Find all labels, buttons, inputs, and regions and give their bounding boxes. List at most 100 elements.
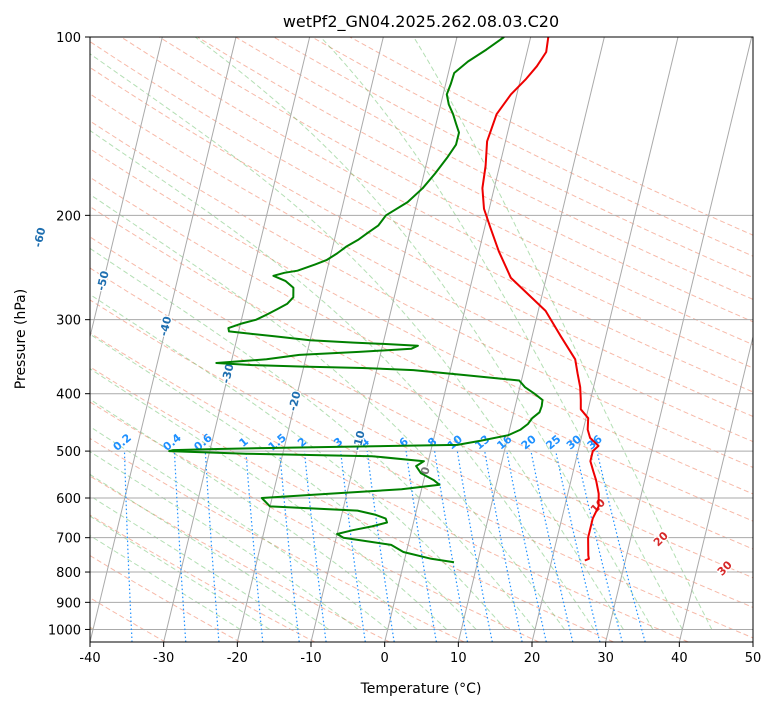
mixing-ratio-line <box>506 450 547 642</box>
mixing-ratio-line <box>204 451 220 642</box>
isotherm-line <box>752 639 753 642</box>
moist-adiabat-line <box>413 37 713 630</box>
isotherm-label: -30 <box>219 362 236 385</box>
isotherm-label: -20 <box>286 390 303 413</box>
dry-adiabat-line <box>120 37 753 369</box>
moist-adiabat-line <box>90 333 477 630</box>
mixing-ratio-line <box>245 451 264 642</box>
dry-adiabat-line <box>158 37 753 346</box>
dry-adiabat-line <box>90 437 465 642</box>
moist-adiabat-line <box>320 37 683 630</box>
y-axis-label: Pressure (hPa) <box>13 289 29 389</box>
x-tick-label: 0 <box>381 651 389 666</box>
chart-title: wetPf2_GN04.2025.262.08.03.C20 <box>283 12 559 32</box>
profile-lines <box>168 37 600 564</box>
dry-adiabat-line <box>90 475 390 642</box>
x-tick-label: 20 <box>524 651 541 666</box>
y-tick-label: 900 <box>56 596 81 611</box>
isotherm-label: -50 <box>94 269 111 292</box>
mixing-ratio-line <box>303 451 327 642</box>
isotherm-label: -40 <box>157 315 174 338</box>
dry-adiabat-line <box>90 366 614 642</box>
y-tick-label: 500 <box>56 445 81 460</box>
moist-adiabat-line <box>90 426 388 630</box>
dry-adiabat-line <box>90 176 753 522</box>
mixing-ratio-line <box>279 451 300 642</box>
mixing-ratio-label: 10 <box>445 432 465 452</box>
plot-frame <box>89 36 754 643</box>
dewpoint-line <box>168 37 544 564</box>
mixing-ratio-label: 8 <box>425 435 439 450</box>
moist-adiabat-line <box>90 495 300 630</box>
background-lines <box>90 37 753 642</box>
mixing-ratio-label: 20 <box>519 432 539 452</box>
mixing-ratio-line <box>555 450 601 642</box>
y-tick-label: 700 <box>56 532 81 547</box>
y-tick-label: 600 <box>56 492 81 507</box>
moist-adiabat-line <box>90 293 506 630</box>
moist-adiabat-line <box>90 247 536 630</box>
dry-adiabat-line <box>90 299 753 639</box>
isotherm-line <box>457 37 605 642</box>
dry-adiabat-line <box>90 41 753 393</box>
isotherm-label: 0 <box>418 465 433 476</box>
isotherm-label: -60 <box>31 226 48 249</box>
moist-adiabat-line <box>90 398 418 630</box>
dry-adiabat-line <box>90 66 753 418</box>
mixing-ratio-line <box>366 451 395 642</box>
temperature-line <box>481 37 600 562</box>
isotherm-line <box>310 37 458 642</box>
mixing-ratio-label: 6 <box>397 435 411 450</box>
dry-adiabat-line <box>90 93 753 443</box>
moist-adiabat-line <box>90 451 359 630</box>
x-tick-label: 30 <box>597 651 614 666</box>
y-tick-label: 100 <box>56 31 81 46</box>
mixing-ratio-label: 25 <box>543 433 563 453</box>
dry-adiabat-line <box>90 597 166 642</box>
mixing-ratio-line <box>575 450 623 642</box>
x-tick-label: -10 <box>300 651 321 666</box>
dry-adiabat-line <box>90 267 753 608</box>
x-axis-label: Temperature (°C) <box>360 681 482 697</box>
mixing-ratio-line <box>484 450 523 642</box>
mixing-ratio-line <box>123 451 133 642</box>
x-tick-label: -30 <box>153 651 174 666</box>
dry-adiabat-line <box>90 206 753 550</box>
isotherm-line <box>678 334 753 642</box>
line-labels: 0.20.40.611.52346810131620253036-100-90-… <box>30 225 736 580</box>
dry-adiabat-line <box>90 514 315 642</box>
mixing-ratio-line <box>340 451 366 642</box>
isotherm-line <box>90 37 237 642</box>
x-tick-label: -20 <box>227 651 248 666</box>
mixing-ratio-line <box>173 451 187 642</box>
moist-adiabat-line <box>90 534 241 630</box>
dry-adiabat-line <box>90 554 241 642</box>
mixing-ratio-label: 30 <box>564 432 584 452</box>
mixing-ratio-line <box>596 450 646 642</box>
x-tick-label: 50 <box>745 651 762 666</box>
moist-adiabat-label: 30 <box>715 558 735 578</box>
dry-adiabat-line <box>90 120 753 468</box>
x-tick-label: -40 <box>79 651 100 666</box>
moist-adiabat-label: 20 <box>651 529 671 549</box>
y-tick-label: 1000 <box>48 623 81 638</box>
y-tick-label: 400 <box>56 388 81 403</box>
dry-adiabat-line <box>90 148 753 495</box>
dry-adiabat-line <box>90 236 753 579</box>
moist-adiabat-line <box>90 473 330 630</box>
isotherm-line <box>163 37 311 642</box>
dry-adiabat-line <box>311 37 753 257</box>
x-tick-label: 10 <box>450 651 467 666</box>
dry-adiabat-line <box>273 37 753 279</box>
dry-adiabat-line <box>90 332 689 642</box>
mixing-ratio-label: 1.5 <box>266 431 289 453</box>
dry-adiabat-line <box>90 401 540 642</box>
y-tick-label: 300 <box>56 314 81 329</box>
moist-adiabat-line <box>90 129 595 630</box>
isotherm-line <box>90 37 163 339</box>
moist-adiabat-line <box>90 193 565 630</box>
axes: -40 -30 -20 -10 0 10 20 30 40 5010020030040050060… <box>48 31 761 666</box>
isotherm-line <box>384 37 532 642</box>
mixing-ratio-label: 0.2 <box>111 431 134 453</box>
